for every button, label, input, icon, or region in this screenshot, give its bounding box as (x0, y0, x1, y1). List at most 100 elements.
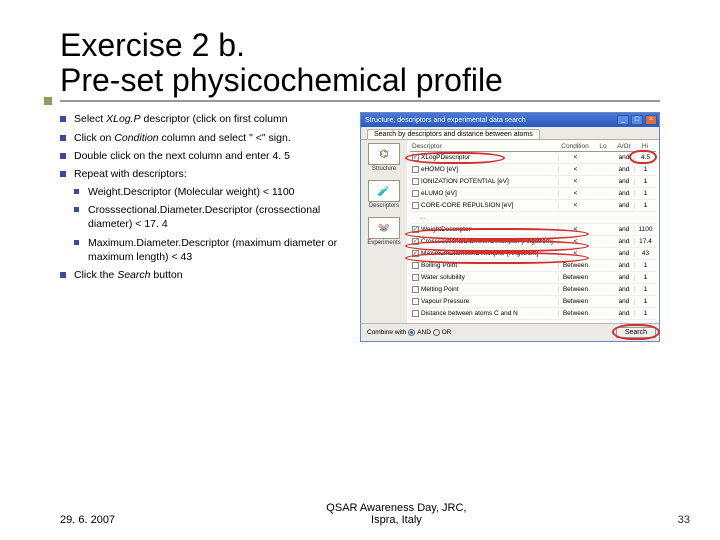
col-andor: A/Or (614, 143, 634, 150)
row-hi[interactable]: 1 (634, 274, 656, 281)
row-checkbox[interactable]: ✓ (412, 250, 419, 257)
side-nav: ⌬Structure 🧪Descriptors 🐭Experiments (361, 140, 407, 323)
col-hi: Hi (634, 143, 656, 150)
table-row[interactable]: Distance between atoms C and NBetweenand… (410, 308, 656, 320)
row-hi[interactable]: 1 (634, 298, 656, 305)
row-hi[interactable]: 1 (634, 262, 656, 269)
row-hi[interactable]: 43 (634, 250, 656, 257)
table-row[interactable]: CORE-CORE REPULSION [eV]<and1 (410, 200, 656, 212)
row-aor: and (614, 238, 634, 245)
row-cond[interactable]: Between (558, 262, 592, 269)
radio-or[interactable] (433, 329, 440, 336)
bullet-4: Repeat with descriptors: (60, 167, 350, 181)
bullet-5: Click the Search button (60, 268, 350, 282)
sub-bullet-2: Crosssectional.Diameter.Descriptor (cros… (74, 203, 350, 231)
row-hi[interactable]: 17.4 (634, 238, 656, 245)
grid-header: Descriptor Condition Lo A/Or Hi (410, 142, 656, 152)
row-name: eLUMO [eV] (421, 190, 457, 197)
row-aor: and (614, 202, 634, 209)
row-aor: and (614, 274, 634, 281)
row-checkbox[interactable]: ✓ (412, 226, 419, 233)
search-button[interactable]: Search (616, 327, 656, 338)
row-cond[interactable]: Between (558, 286, 592, 293)
row-hi[interactable]: 1 (634, 286, 656, 293)
tab-bar: Search by descriptors and distance betwe… (361, 127, 659, 140)
row-aor: and (614, 250, 634, 257)
row-aor: and (614, 190, 634, 197)
row-cond[interactable]: Between (558, 274, 592, 281)
row-cond[interactable]: < (558, 178, 592, 185)
bullet-3: Double click on the next column and ente… (60, 149, 350, 163)
row-checkbox[interactable] (412, 202, 419, 209)
app-window: Structure, descriptors and experimental … (360, 112, 660, 342)
maximize-button[interactable]: □ (631, 115, 643, 125)
table-row[interactable]: Boiling PointBetweenand1 (410, 260, 656, 272)
row-name: Boiling Point (421, 262, 457, 269)
minimize-button[interactable]: _ (617, 115, 629, 125)
row-checkbox[interactable] (412, 190, 419, 197)
row-cond[interactable]: Between (558, 310, 592, 317)
row-hi[interactable]: 1 (634, 310, 656, 317)
row-name: WeightDescriptor (421, 226, 471, 233)
row-cond[interactable]: < (558, 154, 592, 161)
accent-square (44, 97, 52, 105)
row-name: IONIZATION POTENTIAL [eV] (421, 178, 509, 185)
table-row[interactable]: eHOMO [eV]<and1 (410, 164, 656, 176)
row-hi[interactable]: 1 (634, 190, 656, 197)
row-hi[interactable]: 1 (634, 178, 656, 185)
bullet-column: Select XLog.P descriptor (click on first… (60, 112, 350, 342)
footer-page: 33 (678, 514, 690, 526)
structure-icon: ⌬ (368, 143, 400, 165)
descriptors-icon: 🧪 (368, 180, 400, 202)
row-checkbox[interactable] (412, 298, 419, 305)
tab-descriptors[interactable]: Search by descriptors and distance betwe… (367, 129, 540, 139)
table-row[interactable]: ✓MaximumDiameterDescriptor [Angstrom] < an… (410, 248, 656, 260)
footer-center: QSAR Awareness Day, JRC, Ispra, Italy (115, 502, 678, 526)
row-cond[interactable]: Between (558, 298, 592, 305)
row-hi[interactable]: 4.5 (634, 154, 656, 161)
window-title: Structure, descriptors and experimental … (365, 117, 526, 124)
row-name: XLogPDescriptor (421, 154, 470, 161)
table-row[interactable]: ✓WeightDescriptor < and1100 (410, 224, 656, 236)
table-row[interactable]: IONIZATION POTENTIAL [eV] < and1 (410, 176, 656, 188)
row-name: Melting Point (421, 286, 459, 293)
row-cond[interactable]: < (558, 238, 592, 245)
radio-and[interactable] (408, 329, 415, 336)
sub-bullet-3: Maximum.Diameter.Descriptor (maximum dia… (74, 236, 350, 264)
row-hi[interactable]: 1 (634, 166, 656, 173)
row-cond[interactable]: < (558, 190, 592, 197)
row-aor: and (614, 154, 634, 161)
row-checkbox[interactable] (412, 178, 419, 185)
side-experiments[interactable]: 🐭Experiments (363, 217, 405, 246)
row-cond[interactable]: < (558, 166, 592, 173)
table-row[interactable]: ✓XLogPDescriptor < and4.5 (410, 152, 656, 164)
row-checkbox[interactable] (412, 286, 419, 293)
row-checkbox[interactable]: ✓ (412, 238, 419, 245)
row-checkbox[interactable] (412, 262, 419, 269)
row-aor: and (614, 298, 634, 305)
table-row[interactable]: eLUMO [eV] < and1 (410, 188, 656, 200)
table-row[interactable]: Water solubilityBetweenand1 (410, 272, 656, 284)
table-row[interactable]: Vapour PressureBetweenand1 (410, 296, 656, 308)
row-cond[interactable]: < (558, 250, 592, 257)
row-hi[interactable]: 1 (634, 202, 656, 209)
side-structure[interactable]: ⌬Structure (363, 143, 405, 172)
row-checkbox[interactable] (412, 166, 419, 173)
row-hi[interactable]: 1100 (634, 226, 656, 233)
table-row[interactable]: ✓CrosssectionalDiameterDescriptor [Angst… (410, 236, 656, 248)
row-checkbox[interactable] (412, 310, 419, 317)
close-button[interactable]: × (645, 115, 657, 125)
side-descriptors[interactable]: 🧪Descriptors (363, 180, 405, 209)
row-aor: and (614, 178, 634, 185)
row-aor: and (614, 226, 634, 233)
row-checkbox[interactable] (412, 274, 419, 281)
grid-spacer (410, 212, 656, 224)
experiments-icon: 🐭 (368, 217, 400, 239)
row-aor: and (614, 310, 634, 317)
footer-date: 29. 6. 2007 (60, 514, 115, 526)
row-cond[interactable]: < (558, 202, 592, 209)
row-name: MaximumDiameterDescriptor [Angstrom] (421, 250, 538, 257)
row-checkbox[interactable]: ✓ (412, 154, 419, 161)
row-cond[interactable]: < (558, 226, 592, 233)
table-row[interactable]: Melting PointBetweenand1 (410, 284, 656, 296)
